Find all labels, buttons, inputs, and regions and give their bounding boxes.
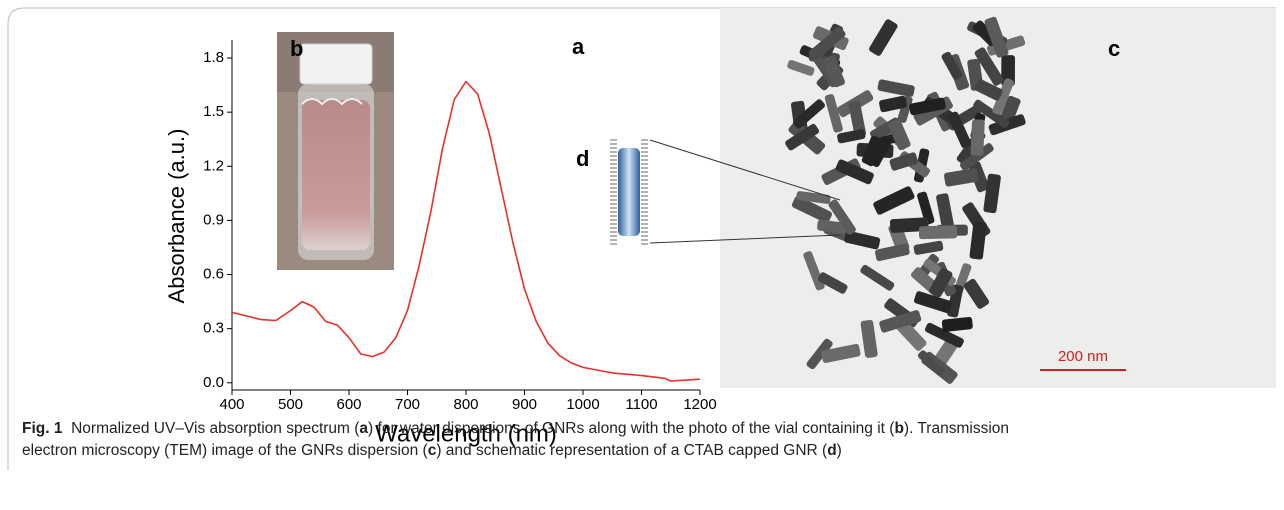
nanorod xyxy=(835,159,874,185)
nanorod xyxy=(860,319,878,358)
nanorod xyxy=(806,338,833,370)
zoom-line xyxy=(649,139,841,201)
nanorod xyxy=(837,129,866,144)
caption-text: ) for water dispersions of GNRs along wi… xyxy=(368,420,895,437)
y-axis-label: Absorbance (a.u.) xyxy=(164,129,189,304)
nanorod xyxy=(879,310,922,333)
x-tick-label: 800 xyxy=(453,396,478,413)
rod-schematic xyxy=(610,139,648,245)
nanorod xyxy=(897,95,913,123)
caption-text: Normalized UV–Vis absorption spectrum ( xyxy=(71,420,360,437)
y-tick-label: 0.3 xyxy=(203,320,224,337)
nanorod xyxy=(817,272,848,294)
nanorod xyxy=(821,343,861,363)
nanorod xyxy=(970,119,985,156)
panel-label: a xyxy=(572,34,585,59)
y-tick-label: 1.8 xyxy=(203,49,224,66)
nanorod xyxy=(941,316,973,332)
nanorod xyxy=(960,143,994,171)
nanorod xyxy=(823,55,845,88)
nanorod xyxy=(861,135,883,166)
nanorod xyxy=(936,193,954,229)
nanorod xyxy=(879,95,907,113)
nanorod xyxy=(787,59,815,76)
y-tick-label: 0.6 xyxy=(203,266,224,283)
caption-text: electron microscopy (TEM) image of the G… xyxy=(22,442,428,459)
nanorod xyxy=(969,221,987,260)
nanorod xyxy=(785,123,820,151)
nanorod xyxy=(877,79,915,97)
nanorod xyxy=(984,16,1009,58)
nanorod xyxy=(860,264,895,291)
nanorod xyxy=(948,111,972,149)
caption-text: ) and schematic representation of a CTAB… xyxy=(436,442,828,459)
caption-label: Fig. 1 xyxy=(22,420,63,437)
nanorod xyxy=(808,26,846,61)
x-tick-label: 700 xyxy=(395,396,420,413)
caption-text: ). Transmission xyxy=(903,420,1010,437)
spectrum-line xyxy=(231,80,701,382)
x-tick-label: 500 xyxy=(278,396,303,413)
nanorod xyxy=(909,97,946,116)
nanorod xyxy=(917,191,935,225)
nanorod xyxy=(974,47,1004,86)
x-tick-label: 900 xyxy=(512,396,537,413)
nanorod xyxy=(889,152,918,171)
nanorod xyxy=(1001,55,1015,87)
caption-text: c xyxy=(427,442,437,459)
panel-label: b xyxy=(290,36,303,61)
caption-text: ) xyxy=(836,442,842,459)
nanorod xyxy=(992,78,1014,115)
nanorod xyxy=(944,168,979,187)
y-tick-label: 1.5 xyxy=(203,103,224,120)
x-tick-label: 1100 xyxy=(625,396,657,413)
nanorod xyxy=(941,51,963,80)
nanorod xyxy=(870,136,892,168)
nanorod xyxy=(873,186,915,215)
vial-photo xyxy=(277,32,394,270)
x-axis-label: Wavelength (nm) xyxy=(375,420,557,447)
x-tick-label: 600 xyxy=(336,396,361,413)
nanorod xyxy=(869,19,898,56)
nanorod xyxy=(791,196,832,224)
x-tick-label: 400 xyxy=(219,396,244,413)
nanorod xyxy=(974,79,1003,101)
nanorod xyxy=(793,99,825,129)
nanorod xyxy=(917,350,945,376)
caption-text: a xyxy=(359,420,369,437)
caption-text: d xyxy=(827,442,837,459)
nanorod xyxy=(848,100,867,138)
nanorod xyxy=(973,99,1010,128)
nanorod xyxy=(828,199,856,235)
caption-text: b xyxy=(894,420,904,437)
panel-label: d xyxy=(576,146,589,171)
frame xyxy=(7,7,1276,470)
nanorod xyxy=(963,278,990,309)
nanorod xyxy=(983,173,1001,214)
nanorod xyxy=(844,230,881,250)
nanorod xyxy=(918,225,958,240)
nanorod xyxy=(924,322,964,348)
y-tick-label: 0.9 xyxy=(203,211,224,228)
zoom-line xyxy=(649,234,841,244)
y-tick-label: 1.2 xyxy=(203,157,224,174)
nanorod xyxy=(824,94,843,133)
nanorod xyxy=(913,240,944,255)
nanorod xyxy=(888,119,911,151)
nanorod xyxy=(929,267,953,298)
y-tick-label: 0.0 xyxy=(203,374,224,391)
x-tick-label: 1000 xyxy=(566,396,599,413)
scale-bar-label: 200 nm xyxy=(1058,348,1108,365)
panel-label: c xyxy=(1108,36,1120,61)
x-tick-label: 1200 xyxy=(683,396,716,413)
caption: Fig. 1 Normalized UV–Vis absorption spec… xyxy=(22,418,1009,462)
nanorod xyxy=(875,243,910,262)
nanorod xyxy=(914,291,952,314)
